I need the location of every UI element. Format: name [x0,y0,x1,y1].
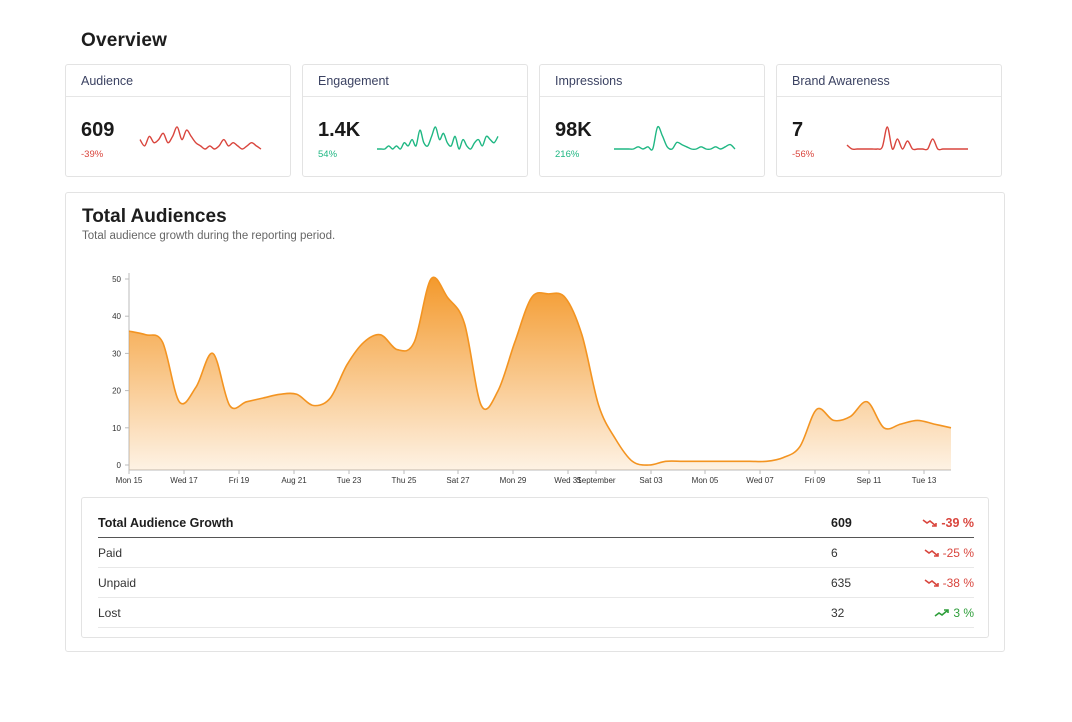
kpi-label: Brand Awareness [777,65,1001,97]
kpi-value: 1.4K [318,119,361,141]
kpi-change: -56% [792,149,815,160]
sparkline [139,126,262,150]
sparkline-line [376,126,499,150]
overview-title: Overview [81,30,168,51]
x-tick-label: Tue 23 [337,476,362,485]
growth-value: 635 [831,576,852,590]
x-tick-label: Mon 05 [692,476,719,485]
section-subtitle: Total audience growth during the reporti… [82,230,336,242]
growth-change-text: -25 % [942,546,974,560]
growth-change: 3 % [934,606,974,620]
table-row: Lost 32 3 % [98,598,974,628]
y-tick-label: 10 [112,424,121,433]
x-tick-label: Mon 29 [500,476,527,485]
sparkline [613,125,736,151]
x-tick-label: Wed 07 [746,476,774,485]
growth-label: Unpaid [98,576,137,590]
kpi-label: Impressions [540,65,764,97]
x-tick-label: Wed 31 [554,476,582,485]
sparkline-line [139,126,262,150]
table-row: Paid 6 -25 % [98,538,974,568]
x-tick-label: Tue 13 [912,476,937,485]
sparkline [846,126,968,151]
y-tick-label: 50 [112,275,121,284]
x-tick-label: Sat 03 [639,476,663,485]
kpi-value: 7 [792,119,804,141]
growth-change-text: -38 % [942,576,974,590]
table-row: Unpaid 635 -38 % [98,568,974,598]
x-tick-label: Fri 19 [229,476,250,485]
kpi-change: 54% [318,149,338,160]
growth-change-text: -39 % [941,516,974,530]
growth-table: Total Audience Growth 609 -39 % Paid 6 -… [81,497,989,638]
area-line [128,276,952,466]
growth-label: Lost [98,606,121,620]
kpi-value: 98K [555,119,592,141]
growth-value: 609 [831,516,852,530]
section-title: Total Audiences [82,206,227,227]
kpi-label: Audience [66,65,290,97]
growth-change: -39 % [922,516,974,530]
kpi-change: -39% [81,149,104,160]
kpi-card-engagement[interactable]: Engagement 1.4K 54% [302,64,528,177]
growth-label: Paid [98,546,123,560]
x-tick-label: Thu 25 [392,476,417,485]
y-tick-label: 30 [112,349,121,358]
kpi-card-audience[interactable]: Audience 609 -39% [65,64,291,177]
kpi-label: Engagement [303,65,527,97]
audience-area-chart: 0 10 20 30 40 50 Mon 15 Wed 17 Fri 19 Aug 21 Tue 2… [112,273,952,485]
growth-value: 6 [831,546,838,560]
area-fill [129,277,951,470]
growth-label: Total Audience Growth [98,516,234,530]
x-tick-label: Aug 21 [281,476,307,485]
trend-down-icon [922,519,938,527]
x-tick-label: Sep 11 [857,476,882,485]
growth-change-text: 3 % [953,606,974,620]
growth-value: 32 [831,606,845,620]
sparkline-line [613,125,736,151]
x-tick-label: Sat 27 [446,476,470,485]
y-tick-label: 0 [117,461,122,470]
y-tick-label: 20 [112,387,121,396]
trend-up-icon [934,609,950,617]
x-tick-label: Wed 17 [170,476,198,485]
y-tick-label: 40 [112,312,121,321]
sparkline-line [846,126,968,151]
trend-down-icon [924,549,939,557]
sparkline [376,126,499,150]
kpi-value: 609 [81,119,115,141]
x-tick-label: September [576,476,615,485]
x-tick-label: Fri 09 [805,476,826,485]
trend-down-icon [924,579,939,587]
growth-change: -25 % [924,546,974,560]
kpi-change: 216% [555,149,580,160]
kpi-card-impressions[interactable]: Impressions 98K 216% [539,64,765,177]
growth-change: -38 % [924,576,974,590]
x-tick-label: Mon 15 [116,476,143,485]
kpi-card-brand-awareness[interactable]: Brand Awareness 7 -56% [776,64,1002,177]
growth-header-row: Total Audience Growth 609 -39 % [98,508,974,538]
